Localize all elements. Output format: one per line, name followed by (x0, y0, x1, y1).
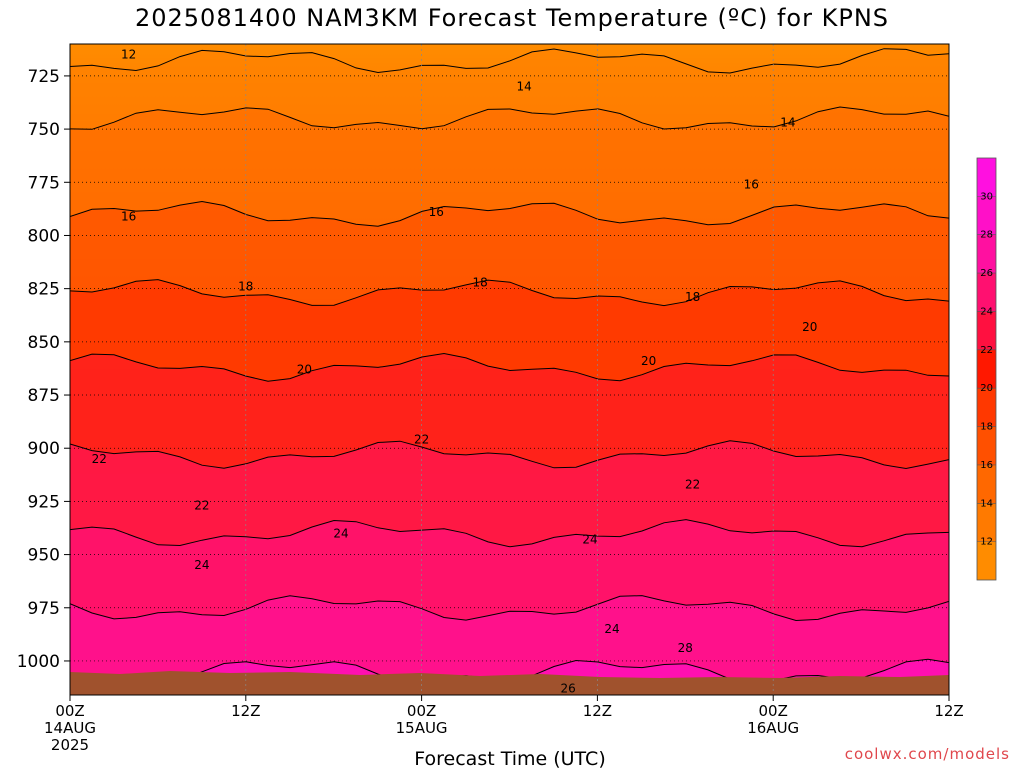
isotherm-label: 24 (604, 622, 619, 636)
x-tick-label: 2025 (51, 736, 89, 754)
colorbar-tick-label: 22 (980, 345, 993, 356)
isotherm-line (70, 200, 949, 227)
isotherm-label: 26 (560, 682, 575, 696)
x-axis-label: Forecast Time (UTC) (414, 748, 605, 768)
colorbar-segment (977, 388, 996, 427)
isotherm-label: 22 (92, 452, 107, 466)
isotherm-label: 18 (685, 290, 700, 304)
colorbar-segment (977, 196, 996, 235)
isotherm-labels: 12 14 14 16 16 16 18 18 18 20 20 20 22 22 22 22 24 24 24 24… (92, 48, 818, 696)
colorbar-frame (976, 157, 997, 581)
isotherm-label: 18 (238, 280, 253, 294)
credit-link[interactable]: coolwx.com/models (844, 745, 1010, 763)
x-tick-label: 12Z (231, 702, 260, 720)
isotherm-label: 16 (121, 209, 136, 223)
y-tick-label: 950 (28, 546, 60, 566)
isotherm-label: 24 (333, 526, 348, 540)
colorbar-segment (977, 503, 996, 542)
colorbar-segment (977, 234, 996, 274)
x-tick-label: 00Z (759, 702, 788, 720)
colorbar-segment (977, 158, 996, 197)
colorbar-tick-label: 16 (980, 460, 993, 471)
x-tick-label: 12Z (934, 702, 963, 720)
colorbar-tick-label: 30 (980, 191, 993, 202)
isotherm-label: 24 (582, 533, 597, 547)
isotherm-label: 20 (802, 320, 817, 334)
isotherm-label: 22 (414, 433, 429, 447)
y-tick-label: 875 (28, 386, 60, 406)
y-tick-label: 725 (28, 67, 60, 87)
y-tick-label: 850 (28, 333, 60, 353)
colorbar-tick-label: 28 (980, 230, 993, 241)
isotherm-label: 22 (194, 499, 209, 513)
colorbar-segment (977, 426, 996, 465)
plot-frame (69, 43, 950, 696)
gridlines (70, 44, 949, 695)
y-tick-label: 775 (28, 173, 60, 193)
isotherm-label: 16 (429, 205, 444, 219)
isotherm-line (70, 106, 949, 130)
isotherm-label: 20 (641, 354, 656, 368)
colorbar-segment (977, 311, 996, 350)
y-tick-label: 975 (28, 599, 60, 619)
colorbar-tick-label: 18 (980, 422, 993, 433)
isotherm-label: 16 (744, 177, 759, 191)
y-tick-label: 800 (28, 226, 60, 246)
x-tick-label: 00Z (55, 702, 84, 720)
isotherm-line (70, 352, 949, 382)
colorbar-tick-label: 24 (980, 306, 993, 317)
colorbar-tick-label: 20 (980, 383, 993, 394)
y-tick-label: 825 (28, 280, 60, 300)
isotherm-label: 22 (685, 477, 700, 491)
x-tick-label: 00Z (407, 702, 436, 720)
isotherm-label: 14 (780, 116, 795, 130)
isotherm-label: 20 (297, 363, 312, 377)
colorbar-tick-label: 14 (980, 498, 993, 509)
isotherm-line (70, 595, 949, 622)
isotherm-line (70, 48, 949, 74)
colorbar-tick-label: 26 (980, 268, 993, 279)
colorbar-segment (977, 541, 996, 580)
y-tick-label: 925 (28, 492, 60, 512)
temperature-bands (70, 48, 949, 695)
isotherm-line (70, 279, 949, 307)
y-tick-label: 750 (28, 120, 60, 140)
isotherm-label: 12 (121, 48, 136, 62)
terrain (70, 671, 949, 695)
colorbar: 12 14 16 18 20 22 24 26 28 30 (976, 157, 997, 581)
x-tick-label: 12Z (583, 702, 612, 720)
y-tick-label: 1000 (17, 652, 60, 672)
x-tick-label: 16AUG (747, 719, 799, 737)
x-tick-label: 14AUG (44, 719, 96, 737)
isotherm-label: 28 (678, 641, 693, 655)
chart-title: 2025081400 NAM3KM Forecast Temperature (… (134, 4, 890, 32)
isotherm-label: 14 (517, 80, 532, 94)
isotherm-line (70, 519, 949, 548)
y-tick-label: 900 (28, 439, 60, 459)
y-axis: 725 750 775 800 825 850 875 900 925 950 975 1000 (17, 67, 70, 672)
isotherm-label: 24 (194, 558, 209, 572)
isotherm-label: 18 (473, 275, 488, 289)
x-tick-label: 15AUG (396, 719, 448, 737)
colorbar-segment (977, 464, 996, 504)
colorbar-tick-label: 12 (980, 537, 993, 548)
colorbar-segment (977, 273, 996, 312)
colorbar-segment (977, 349, 996, 389)
isotherm-line (70, 440, 949, 470)
